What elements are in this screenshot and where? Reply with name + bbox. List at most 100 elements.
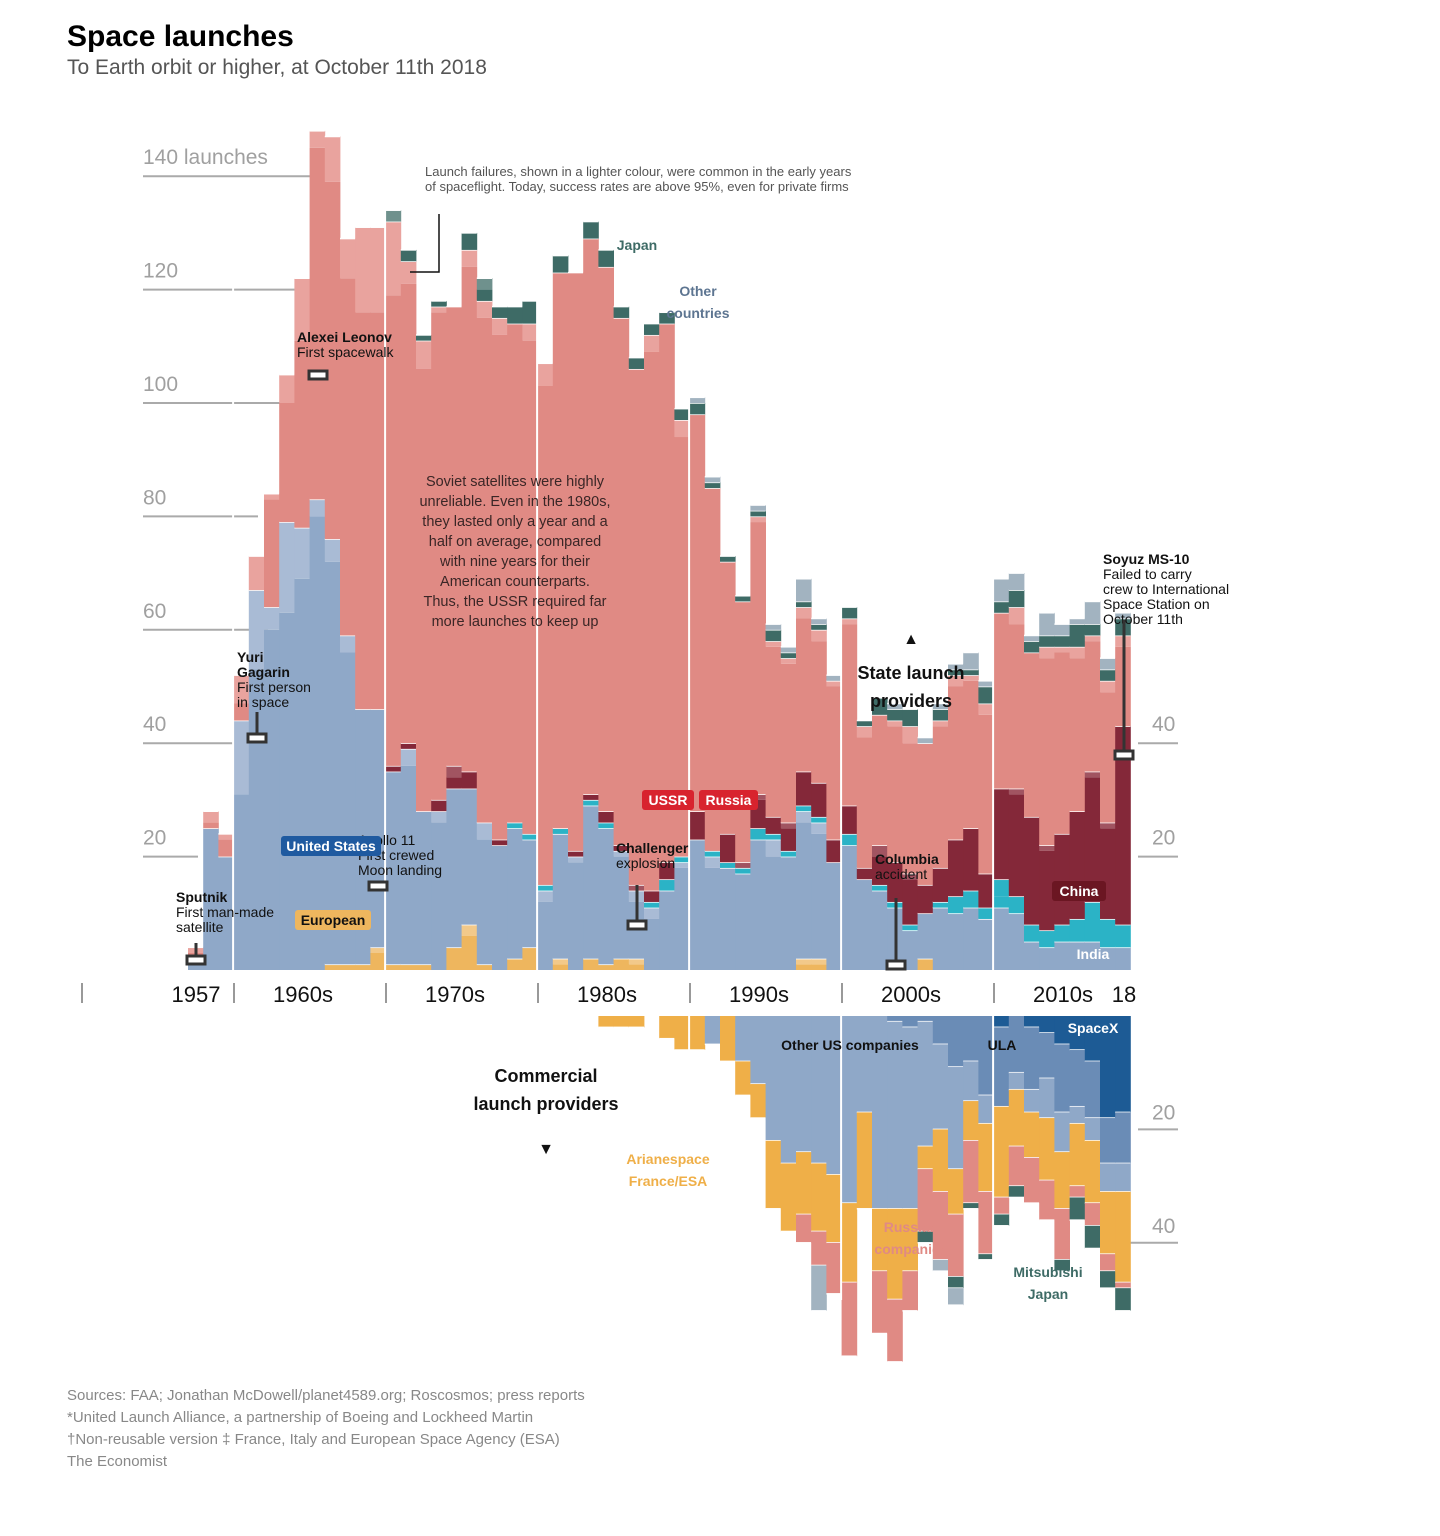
bar-russian_co-2017: [1100, 1254, 1116, 1272]
bar-mitsubishi-2009: [978, 1254, 994, 1260]
bar-japan-1983: [583, 221, 599, 239]
bar-china-fail-2017: [1100, 822, 1116, 829]
footer-note: †Non-reusable version ‡ France, Italy an…: [67, 1431, 560, 1448]
soyuz-text: Space Station on: [1103, 596, 1210, 612]
bar-ussr-1995: [765, 646, 782, 817]
bar-ussr-1985: [613, 317, 630, 846]
bar-japan-2010: [993, 601, 1010, 613]
bar-us-fail-1987: [644, 907, 660, 919]
bar-india-2002: [872, 884, 888, 891]
bar-india-2015: [1069, 918, 1086, 942]
bar-china-fail-2016: [1084, 771, 1101, 778]
bar-russian_co-2005: [917, 1169, 934, 1232]
bar-arianespace-1986: [628, 1016, 645, 1028]
columbia-text: accident: [875, 866, 927, 882]
bar-arianespace-1984: [598, 1016, 614, 1028]
bar-mitsubishi-2015: [1069, 1197, 1086, 1221]
bar-india-2017: [1100, 918, 1116, 948]
bar-europe-1998: [811, 964, 827, 970]
bar-us-fail-1976: [476, 822, 493, 840]
bar-india-1989: [674, 856, 690, 863]
bar-us-1993: [735, 873, 751, 970]
up-arrow-icon: ▲: [903, 631, 919, 648]
y-tick-label-120: 120: [143, 260, 178, 283]
bar-ussr-fail-2004: [902, 726, 918, 744]
bar-arianespace-1985: [613, 1016, 630, 1028]
bar-china-fail-2013: [1039, 845, 1055, 851]
soviet-note-line: more launches to keep up: [432, 614, 599, 630]
bar-us-fail-1963: [279, 522, 295, 613]
bar-us-fail-1973: [431, 811, 447, 823]
bar-other-2006: [932, 703, 949, 710]
bar-india-1996: [780, 850, 797, 857]
bar-ussr-2003: [887, 726, 903, 863]
bar-spacex-2014: [1054, 1016, 1070, 1045]
bar-japan-1998: [811, 624, 827, 630]
y-tick-label-right-20: 20: [1152, 827, 1175, 850]
bar-ussr-1964: [294, 340, 310, 528]
bar-india-1992: [720, 862, 736, 868]
bar-us-2017: [1100, 947, 1116, 970]
bar-japan-1992: [720, 556, 736, 562]
bar-china-fail-1974: [446, 765, 462, 778]
bar-japan-2003: [887, 709, 903, 721]
bar-europe-1979: [522, 947, 538, 970]
bar-china-1973: [431, 799, 447, 812]
bar-us-1981: [552, 833, 569, 959]
bar-ussr-fail-2003: [887, 720, 903, 727]
bar-japan-1977: [492, 306, 508, 318]
bar-japan-1989: [674, 408, 690, 421]
label-ula: ULA: [988, 1037, 1017, 1053]
bar-spacex-2015: [1069, 1016, 1086, 1051]
bar-us-fail-1966: [324, 539, 341, 562]
bar-us-fail-1989: [674, 862, 690, 868]
bar-arianespace-1993: [735, 1061, 751, 1096]
bar-india-2009: [978, 907, 994, 919]
bar-japan-1979: [522, 300, 538, 324]
bar-us-2018: [1115, 947, 1131, 970]
bar-arianespace-1989: [674, 1016, 690, 1051]
bar-arianespace-1988: [659, 1016, 675, 1039]
bar-europe-1974: [446, 947, 462, 970]
bar-ussr-1983: [583, 238, 599, 795]
bar-other_us-2018: [1115, 1163, 1131, 1192]
bar-other-2007: [948, 663, 964, 670]
bar-other-1994: [750, 505, 766, 511]
bar-us-2000: [841, 845, 858, 970]
y-tick-label-20: 20: [143, 827, 166, 850]
bar-china-fail-2004: [902, 873, 918, 880]
y-tick-label-60: 60: [143, 600, 166, 623]
failures-note-line: Launch failures, shown in a lighter colo…: [425, 164, 852, 179]
bar-us-2011: [1008, 913, 1025, 970]
x-tick-label-1960s: 1960s: [273, 982, 333, 1007]
bar-other-2011: [1008, 573, 1025, 591]
bar-us-2012: [1024, 941, 1040, 970]
bar-ussr-1966: [324, 181, 341, 540]
bar-japan-1978: [507, 306, 523, 324]
bar-ula-2005: [917, 1016, 934, 1022]
bar-ussr-1978: [507, 323, 523, 823]
bar-other-2016: [1084, 601, 1101, 625]
bar-ussr-fail-1962: [264, 493, 280, 500]
label-russian-companies: Russian: [884, 1219, 938, 1235]
bar-india-2004: [902, 924, 918, 931]
bar-ussr-fail-2001: [856, 726, 873, 738]
bar-india-2007: [948, 896, 964, 914]
gagarin-title: Yuri: [237, 649, 263, 665]
bar-ussr-2017: [1100, 692, 1116, 823]
bar-arianespace-2014: [1054, 1152, 1070, 1209]
bar-us-fail-1991: [704, 856, 721, 868]
bar-us-fail-1982: [568, 856, 584, 863]
bar-japan-2006: [932, 709, 949, 721]
bar-ussr-2006: [932, 726, 949, 868]
bar-arianespace-2016: [1084, 1140, 1101, 1204]
bar-china-1977: [492, 839, 508, 846]
bar-other_us-2002: [872, 1016, 888, 1209]
bar-us-fail-1997: [796, 811, 812, 823]
bar-india-1979: [522, 833, 538, 840]
bar-europe-1968: [355, 964, 371, 970]
bar-us-2001: [856, 879, 873, 970]
label-arianespace: Arianespace: [626, 1151, 709, 1167]
bar-china-2017: [1100, 828, 1116, 919]
bar-japan-fail-1976: [476, 278, 493, 290]
